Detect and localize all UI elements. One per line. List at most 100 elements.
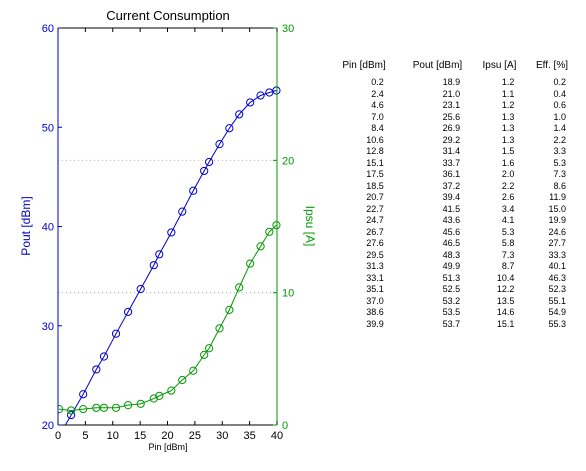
table-cell: 2.0 [501,169,515,179]
table-row: 22.7 41.5 3.4 15.0 [322,204,572,216]
left-y-tick-label: 40 [42,222,54,234]
table-cell: 4.1 [501,215,515,225]
table-cell: 15.1 [496,318,515,329]
table-row: 15.1 33.7 1.6 5.3 [322,158,572,170]
table-cell: 2.2 [553,134,566,145]
ipsu-point [123,401,133,410]
table-cell: 5.3 [553,157,566,168]
ipsu-point [189,366,198,375]
table-cell: 55.1 [548,295,566,306]
table-cell: 1.3 [501,123,515,133]
right-y-tick-label: 10 [282,288,294,300]
table-cell: 1.5 [501,146,515,156]
table-cell: 36.1 [442,169,461,179]
axes-layer: 0 5 10 15 20 25 30 35 40 20 30 40 50 60 0 10 20 30 [42,23,295,442]
pout-point [189,186,198,195]
table-cell: 7.3 [501,249,515,260]
table-cell: 1.0 [553,111,566,122]
table-cell: 0.2 [371,77,384,87]
table-cell: 54.9 [548,307,566,317]
table-cell: 0.6 [553,100,566,110]
ipsu-point [256,242,265,251]
ipsu-point [99,403,109,412]
table-cell: 53.7 [442,318,461,329]
ipsu-point [215,324,224,333]
pout-point [178,207,187,216]
ipsu-point [167,386,176,395]
ipsu-point [265,227,274,236]
table-row: 17.5 36.1 2.0 7.3 [322,169,572,181]
table-cell: 3.3 [553,146,566,156]
ipsu-point [111,403,121,412]
table-cell: 7.0 [371,111,384,122]
table-cell: 2.4 [371,88,384,99]
table-cell: 52.5 [442,284,461,294]
table-cell: 43.6 [442,215,461,225]
table-row: 12.8 31.4 1.5 3.3 [322,146,572,158]
x-tick-label: 10 [107,430,119,442]
table-cell: 46.5 [442,238,461,248]
pout-point [149,261,158,270]
table-cell: 18.5 [366,180,384,191]
table-row: 37.0 53.2 13.5 55.1 [322,296,572,308]
left-y-tick-label: 30 [42,321,54,333]
x-tick-label: 0 [55,430,61,442]
pout-point [111,329,121,338]
right-axis-label: Ipsu [A] [303,206,317,247]
table-cell: 27.6 [366,238,384,248]
table-cell: 53.2 [442,295,461,306]
table-cell: 24.6 [548,226,566,237]
table-cell: 53.5 [442,307,461,317]
ipsu-point [178,375,187,385]
table-cell: 13.5 [496,295,515,306]
table-cell: 18.9 [442,77,461,87]
table-cell: 2.2 [501,180,515,191]
right-y-tick-label: 0 [282,420,288,432]
table-row: 29.5 48.3 7.3 33.3 [322,250,572,262]
table-cell: 12.8 [366,146,384,156]
table-cell: 5.8 [501,238,515,248]
pout-point [79,390,88,399]
table-row: 38.6 53.5 14.6 54.9 [322,307,572,319]
table-cell: 22.7 [366,203,384,214]
table-cell: 37.2 [442,180,461,191]
table-cell: 31.4 [442,146,461,156]
pout-point [123,307,133,316]
pout-series [64,86,281,425]
table-row: 20.7 39.4 2.6 11.9 [322,192,572,204]
table-cell: 8.7 [501,261,515,271]
table-cell: 1.2 [501,77,515,87]
table-cell: 15.0 [548,203,566,214]
table-cell: 29.2 [442,134,461,145]
table-cell: 14.6 [496,307,515,317]
table-cell: 8.4 [371,123,384,133]
ipsu-point [225,305,234,314]
pout-line [64,90,277,425]
table-cell: 19.9 [548,215,566,225]
grid-layer [58,159,277,294]
ipsu-point [58,405,64,414]
table-cell: 31.3 [366,261,384,271]
table-cell: 0.4 [553,88,566,99]
table-cell: 4.6 [371,100,384,110]
table-cell: 11.9 [549,192,566,202]
ipsu-point [67,406,76,415]
table-cell: 2.6 [501,192,515,202]
left-y-tick-label: 50 [42,122,54,134]
table-row: 18.5 37.2 2.2 8.6 [322,181,572,193]
pout-point [246,98,255,107]
pout-point [215,140,224,149]
x-tick-label: 20 [161,430,173,442]
table-cell: 5.3 [501,226,515,237]
pout-point [167,228,176,237]
table-cell: 40.1 [548,261,566,271]
ipsu-point [200,350,209,359]
table-cell: 26.9 [442,123,461,133]
x-tick-label: 5 [82,430,88,442]
table-cell: 21.0 [442,88,461,99]
pout-point [235,110,244,119]
ipsu-point [155,391,164,400]
right-y-tick-label: 30 [282,23,294,35]
table-cell: 8.6 [553,180,566,191]
table-cell: 49.9 [442,261,461,271]
